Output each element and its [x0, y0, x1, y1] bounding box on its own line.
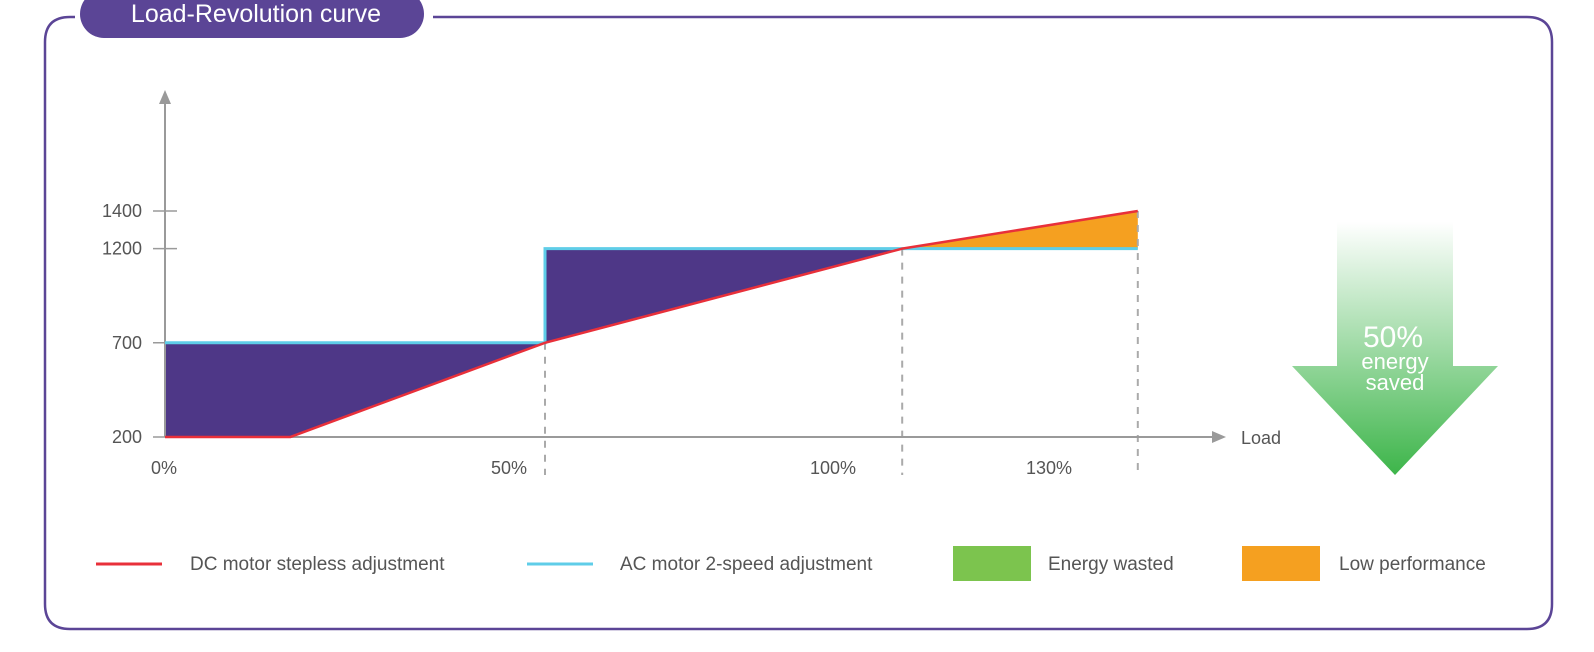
down-arrow-icon: [1292, 222, 1498, 475]
y-tick-label-700: 700: [112, 333, 142, 353]
y-axis-arrowhead: [159, 90, 171, 104]
x-tick-label-50: 50%: [491, 458, 527, 478]
chart-frame: [43, 15, 1554, 631]
energy-saved-line2: saved: [1366, 370, 1425, 395]
energy-saved-line1: energy: [1361, 349, 1428, 374]
x-tick-label-100: 100%: [810, 458, 856, 478]
dc-motor-line: [165, 209, 1138, 439]
energy-saved-percent: 50%: [1363, 321, 1423, 354]
legend-label-1: DC motor stepless adjustment: [190, 554, 445, 575]
x-axis-label: Load: [1241, 428, 1281, 448]
legend-label-4: Low performance: [1339, 554, 1486, 575]
y-tick-label-1400: 1400: [102, 201, 142, 221]
title-badge: [80, 0, 424, 38]
legend-label-2: AC motor 2-speed adjustment: [620, 554, 873, 575]
plot-area: 200 700 1200 1400 0% 50% 100% 130% Load: [102, 90, 1281, 478]
ac-motor-line: [165, 247, 1138, 345]
x-tick-label-130: 130%: [1026, 458, 1072, 478]
chart-legend: DC motor stepless adjustment AC motor 2-s…: [96, 546, 1486, 581]
x-axis-arrowhead: [1212, 431, 1226, 443]
chart-title: Load-Revolution curve: [131, 0, 381, 28]
x-tick-label-0: 0%: [151, 458, 177, 478]
y-tick-label-1200: 1200: [102, 239, 142, 259]
legend-swatch-3: [953, 546, 1031, 581]
legend-label-3: Energy wasted: [1048, 554, 1174, 575]
energy-saved-badge: 50% energy saved: [1292, 222, 1498, 475]
legend-swatch-4: [1242, 546, 1320, 581]
y-tick-label-200: 200: [112, 427, 142, 447]
